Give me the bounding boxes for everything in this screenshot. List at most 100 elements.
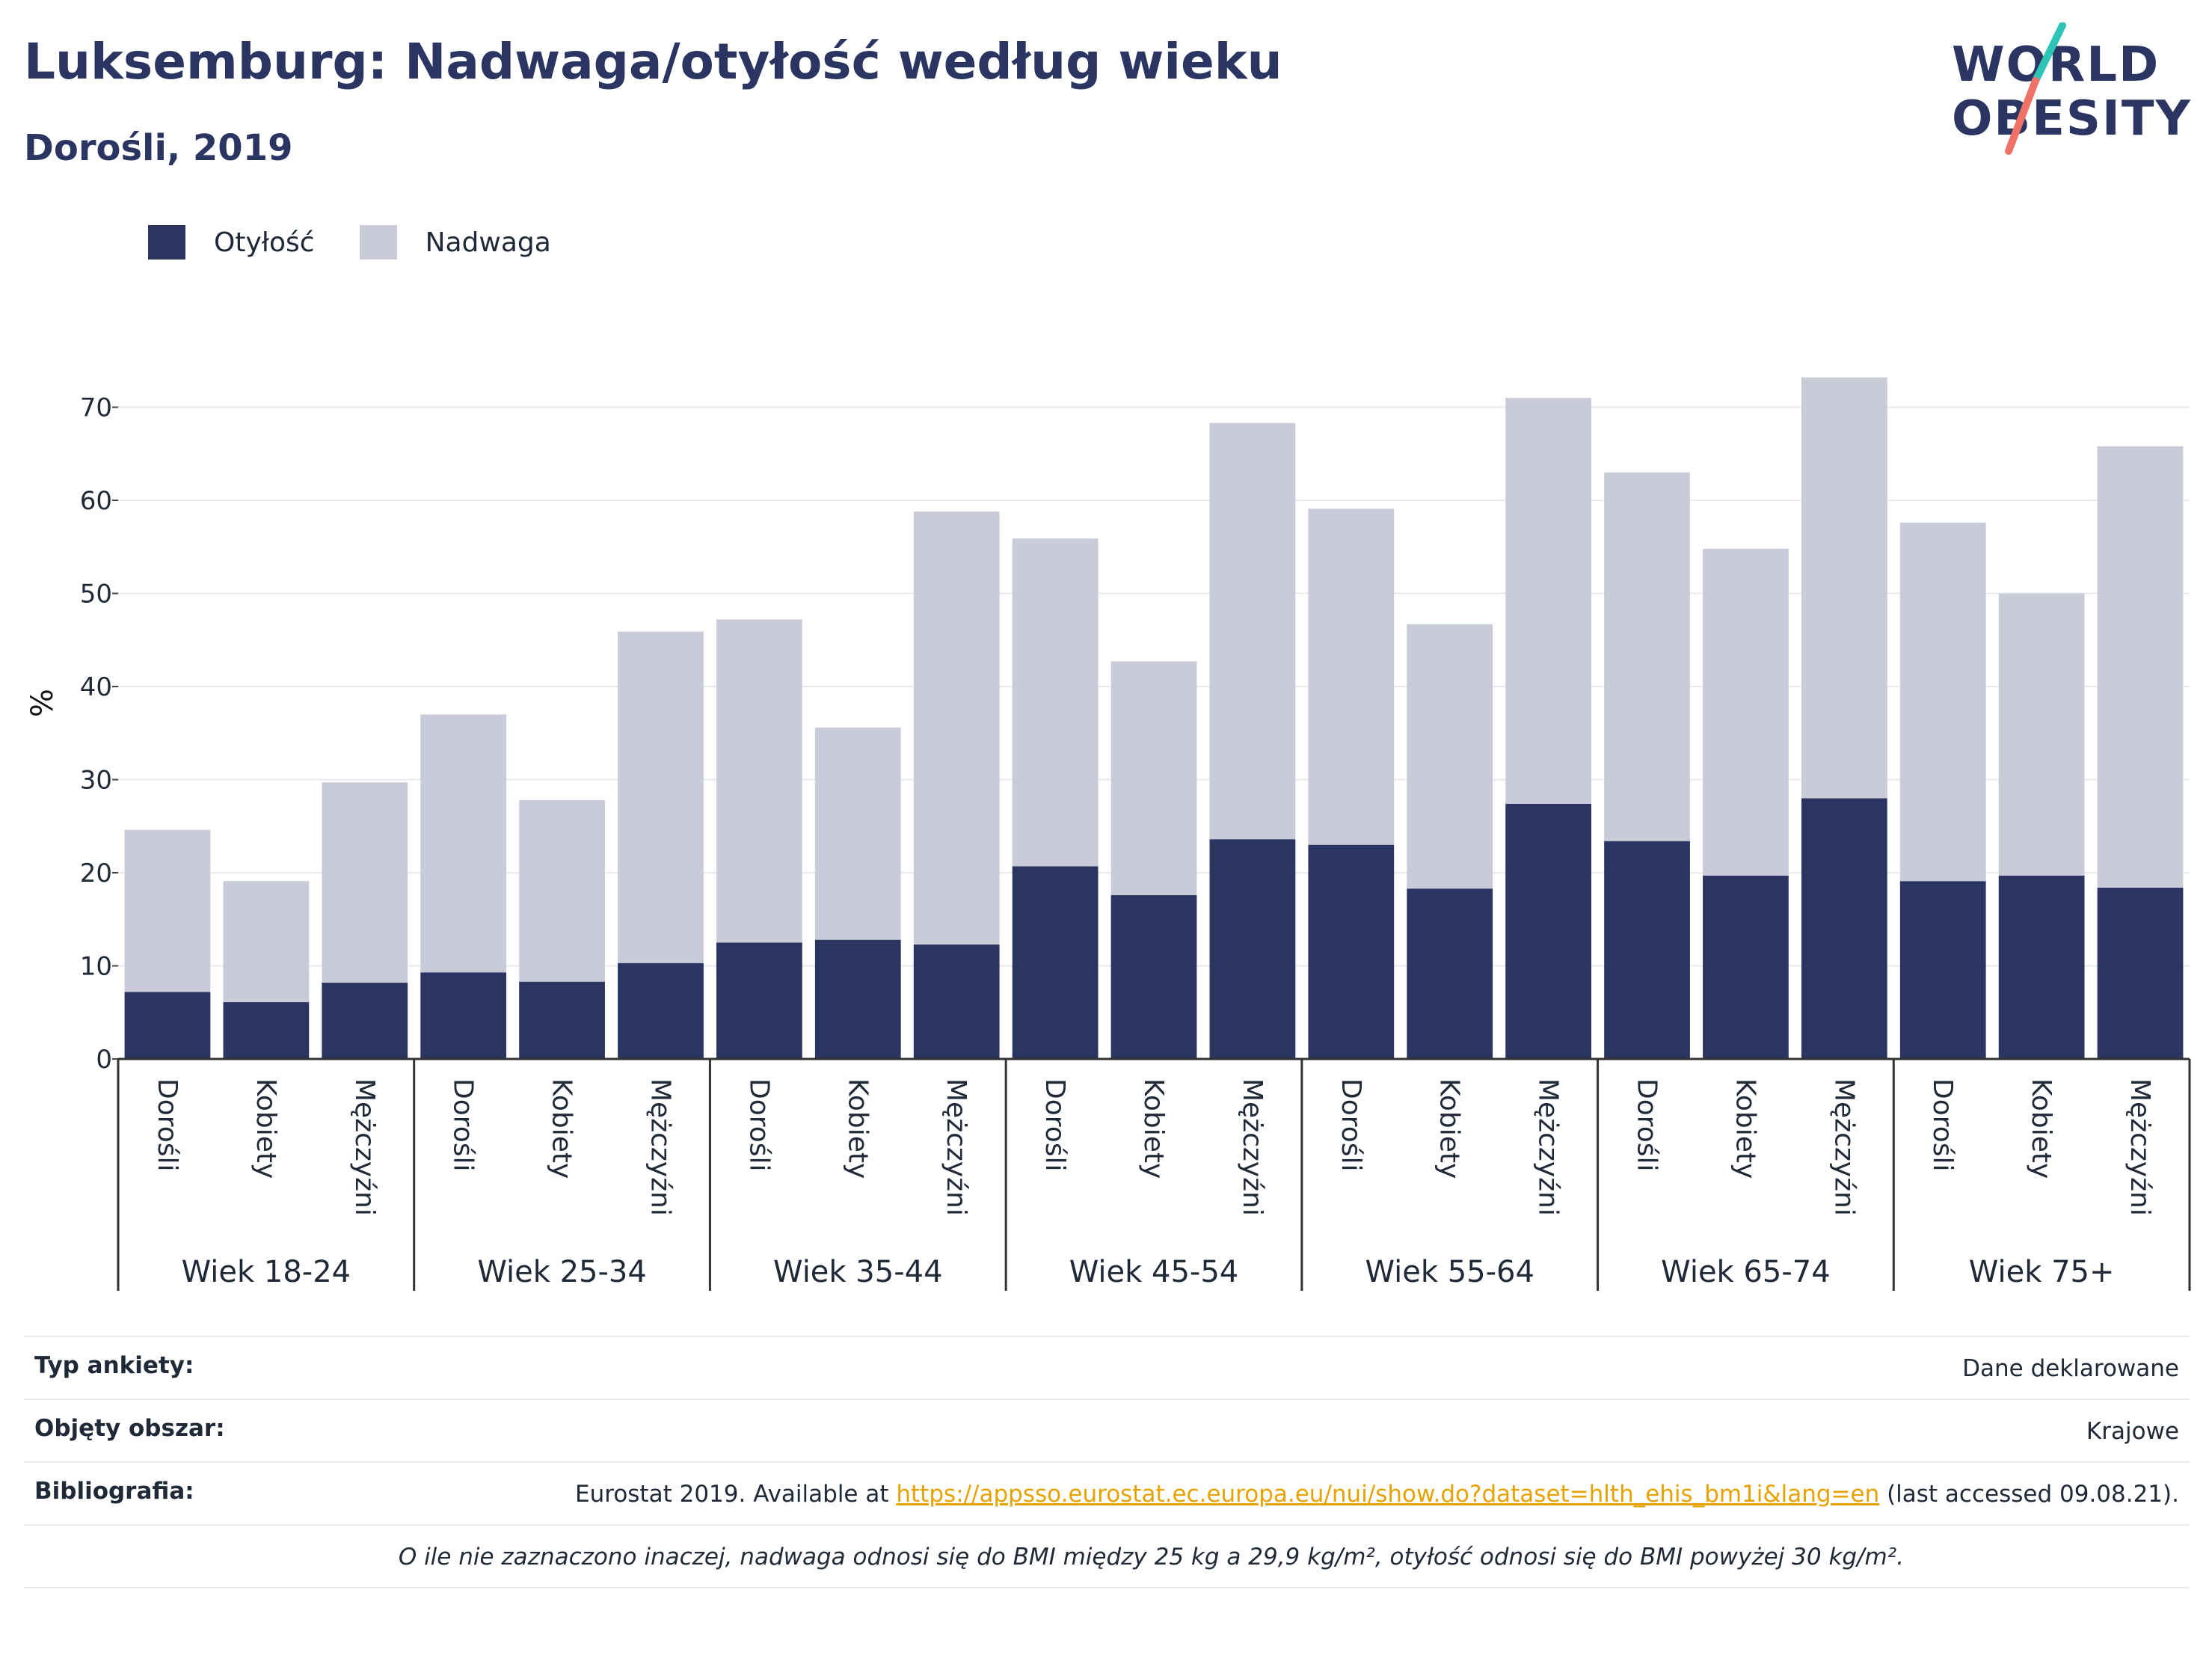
bar-obesity[interactable] <box>1308 844 1395 1059</box>
page-title: Luksemburg: Nadwaga/otyłość według wieku <box>24 33 1282 90</box>
x-category-label: Dorośli <box>1336 1078 1366 1172</box>
x-category-label: Mężczyźni <box>645 1078 675 1216</box>
x-category-label: Kobiety <box>1434 1078 1465 1179</box>
bar-obesity[interactable] <box>1899 881 1986 1059</box>
bar-obesity[interactable] <box>1801 798 1887 1059</box>
bar-obesity[interactable] <box>1407 888 1493 1059</box>
bar-obesity[interactable] <box>1209 839 1296 1059</box>
bar-obesity[interactable] <box>1703 875 1789 1059</box>
bar-overweight[interactable] <box>913 511 1000 945</box>
x-category-label: Kobiety <box>1138 1078 1169 1179</box>
x-group-label: Wiek 75+ <box>1969 1255 2115 1289</box>
x-category-label: Mężczyźni <box>1828 1078 1859 1216</box>
x-category-label: Mężczyźni <box>1533 1078 1564 1216</box>
info-row-survey: Typ ankiety: Dane deklarowane <box>24 1336 2190 1398</box>
world-obesity-logo: WORLD OBESITY <box>1952 22 2191 165</box>
x-group-label: Wiek 18-24 <box>182 1255 351 1289</box>
legend-label-overweight: Nadwaga <box>425 227 551 258</box>
bar-overweight[interactable] <box>1801 377 1887 799</box>
logo-line-2: OBESITY <box>1952 91 2192 147</box>
survey-type-label: Typ ankiety: <box>34 1352 194 1379</box>
bar-overweight[interactable] <box>618 631 704 963</box>
bar-overweight[interactable] <box>1604 472 1690 841</box>
info-row-area: Objęty obszar: Krajowe <box>24 1398 2190 1461</box>
bar-overweight[interactable] <box>420 714 507 973</box>
chart-legend: Otyłość Nadwaga <box>148 224 596 260</box>
legend-swatch-obesity <box>148 225 185 260</box>
page-subtitle: Dorośli, 2019 <box>24 127 293 169</box>
x-category-label: Kobiety <box>251 1078 281 1179</box>
bibliography-label: Bibliografia: <box>34 1478 194 1505</box>
bibliography-suffix: (last accessed 09.08.21). <box>1879 1481 2179 1508</box>
x-group-label: Wiek 25-34 <box>477 1255 647 1289</box>
bibliography-link[interactable]: https://appsso.eurostat.ec.europa.eu/nui… <box>896 1481 1880 1508</box>
bar-overweight[interactable] <box>1998 593 2085 876</box>
x-category-label: Kobiety <box>2026 1078 2056 1179</box>
x-category-label: Dorośli <box>1039 1078 1070 1172</box>
x-group-label: Wiek 45-54 <box>1069 1255 1239 1289</box>
y-tick-label: 0 <box>96 1045 112 1075</box>
x-category-label: Mężczyźni <box>349 1078 380 1216</box>
x-category-label: Dorośli <box>152 1078 182 1172</box>
info-table: Typ ankiety: Dane deklarowane Objęty obs… <box>24 1336 2190 1588</box>
bar-obesity[interactable] <box>1604 841 1690 1059</box>
stacked-bar-chart: 0 10 20 30 40 50 60 70% Dorośli Kobiety Mężczyźni D… <box>25 377 2191 1291</box>
bar-overweight[interactable] <box>322 782 408 983</box>
bar-overweight[interactable] <box>124 829 211 992</box>
y-axis-label: % <box>25 689 60 717</box>
y-tick-label: 70 <box>80 393 112 423</box>
definition-note: O ile nie zaznaczono inaczej, nadwaga od… <box>398 1544 1904 1570</box>
x-category-label: Kobiety <box>547 1078 577 1179</box>
bar-obesity[interactable] <box>814 939 901 1059</box>
survey-type-value: Dane deklarowane <box>1962 1355 2179 1382</box>
x-category-label: Mężczyźni <box>941 1078 971 1216</box>
area-value: Krajowe <box>2086 1418 2179 1445</box>
x-category-label: Mężczyźni <box>1237 1078 1268 1216</box>
bar-overweight[interactable] <box>2097 446 2184 888</box>
bar-obesity[interactable] <box>1012 866 1099 1059</box>
x-category-label: Dorośli <box>743 1078 774 1172</box>
bar-obesity[interactable] <box>124 992 211 1059</box>
x-group-label: Wiek 35-44 <box>773 1255 943 1289</box>
bar-obesity[interactable] <box>2097 887 2184 1059</box>
legend-item-overweight[interactable]: Nadwaga <box>359 225 551 260</box>
bar-overweight[interactable] <box>519 799 605 982</box>
x-group-label: Wiek 55-64 <box>1365 1255 1534 1289</box>
bar-overweight[interactable] <box>1308 509 1395 845</box>
x-category-label: Kobiety <box>842 1078 873 1179</box>
bar-obesity[interactable] <box>420 972 507 1059</box>
bar-obesity[interactable] <box>223 1002 310 1059</box>
bar-overweight[interactable] <box>1899 522 1986 882</box>
x-category-label: Dorośli <box>1927 1078 1958 1172</box>
x-category-label: Dorośli <box>1632 1078 1662 1172</box>
bar-overweight[interactable] <box>1505 398 1591 804</box>
x-category-label: Kobiety <box>1730 1078 1760 1179</box>
bar-obesity[interactable] <box>716 942 802 1059</box>
bar-obesity[interactable] <box>1998 875 2085 1059</box>
y-tick-label: 30 <box>80 766 112 796</box>
bar-obesity[interactable] <box>1505 803 1591 1059</box>
bar-overweight[interactable] <box>1012 538 1099 867</box>
bar-obesity[interactable] <box>1110 894 1197 1059</box>
bar-overweight[interactable] <box>1209 423 1296 840</box>
bibliography-value: Eurostat 2019. Available at https://apps… <box>575 1478 2179 1511</box>
legend-label-obesity: Otyłość <box>214 227 315 258</box>
bar-obesity[interactable] <box>913 944 1000 1059</box>
x-group-label: Wiek 65-74 <box>1661 1255 1831 1289</box>
bar-obesity[interactable] <box>519 981 605 1059</box>
bar-obesity[interactable] <box>322 982 408 1059</box>
info-row-bibliography: Bibliografia: Eurostat 2019. Available a… <box>24 1461 2190 1524</box>
bar-obesity[interactable] <box>618 962 704 1059</box>
bar-overweight[interactable] <box>1407 624 1493 889</box>
y-tick-label: 50 <box>80 580 112 610</box>
bar-overweight[interactable] <box>814 727 901 940</box>
legend-item-obesity[interactable]: Otyłość <box>148 225 315 260</box>
y-tick-label: 20 <box>80 859 112 888</box>
bar-overweight[interactable] <box>1110 661 1197 895</box>
bar-overweight[interactable] <box>716 619 802 943</box>
info-row-note: O ile nie zaznaczono inaczej, nadwaga od… <box>24 1524 2190 1588</box>
y-tick-label: 10 <box>80 952 112 982</box>
bar-overweight[interactable] <box>1703 548 1789 876</box>
bar-overweight[interactable] <box>223 881 310 1003</box>
x-category-label: Dorośli <box>448 1078 479 1172</box>
